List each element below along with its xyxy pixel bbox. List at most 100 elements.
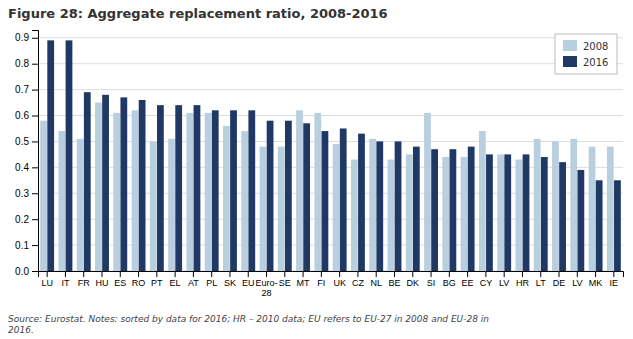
legend-swatch — [563, 40, 577, 51]
y-tick: 0.2 — [15, 214, 38, 225]
bar — [523, 154, 530, 271]
y-tick-label: 0.8 — [15, 58, 29, 69]
y-tick-label: 0.3 — [15, 188, 29, 199]
x-tick-label: HR — [516, 278, 529, 288]
plot: LUITFRHUESROPTELATPLSKEUEuro-28SEMTFIUKC… — [15, 31, 623, 299]
bar — [497, 154, 504, 271]
x-tick-label-line: LV — [572, 278, 582, 288]
bar — [369, 139, 376, 271]
y-tick: 0.0 — [15, 266, 38, 277]
y-tick-mark — [32, 271, 38, 272]
x-tick: IT — [61, 271, 70, 288]
x-tick-label: DK — [407, 278, 420, 288]
bar — [504, 154, 511, 271]
bar — [340, 128, 347, 271]
x-tick-mark — [321, 271, 322, 277]
x-tick-label: PL — [206, 278, 217, 288]
bar — [442, 157, 449, 271]
bar — [168, 139, 175, 271]
bar — [450, 149, 457, 271]
x-tick-label: EU — [242, 278, 255, 288]
x-tick-label-line: EL — [170, 278, 181, 288]
x-tick: CZ — [352, 271, 364, 288]
x-tick-label: LV — [499, 278, 509, 288]
bar — [278, 147, 285, 271]
x-tick: LV — [572, 271, 582, 288]
x-tick-mark — [266, 271, 267, 277]
y-tick-mark — [32, 167, 38, 168]
bar — [314, 113, 321, 271]
x-tick-label-line: BG — [443, 278, 456, 288]
x-tick: EU — [242, 271, 255, 288]
x-tick-label: AT — [188, 278, 199, 288]
x-tick-label-line: HR — [516, 278, 529, 288]
bar — [47, 40, 54, 271]
x-tick-label: LV — [572, 278, 582, 288]
x-tick-label-line: SI — [427, 278, 436, 288]
grid-line — [38, 63, 623, 64]
x-tick-mark — [412, 271, 413, 277]
x-tick-label-line: PL — [206, 278, 217, 288]
x-tick-label: UK — [333, 278, 346, 288]
x-tick-label-line: 28 — [262, 288, 272, 298]
x-tick-mark — [522, 271, 523, 277]
bar — [40, 121, 47, 271]
x-tick-label-line: AT — [188, 278, 199, 288]
y-tick-mark — [32, 245, 38, 246]
bar — [515, 160, 522, 271]
legend: 20082016 — [555, 34, 617, 74]
x-tick-label: EE — [462, 278, 474, 288]
bar — [212, 110, 219, 271]
x-tick-mark — [101, 271, 102, 277]
bar — [468, 147, 475, 271]
bar — [395, 141, 402, 271]
bar — [150, 141, 157, 271]
x-tick-label-line: MT — [297, 278, 310, 288]
grid — [38, 38, 623, 271]
bar — [614, 180, 621, 271]
x-tick-label: FR — [78, 278, 90, 288]
bar — [541, 157, 548, 271]
x-tick-mark — [485, 271, 486, 277]
x-tick-label: IE — [610, 278, 619, 288]
bar — [376, 141, 383, 271]
y-tick-label: 0.2 — [15, 214, 29, 225]
y-tick-mark — [32, 141, 38, 142]
x-tick-label: CZ — [352, 278, 364, 288]
x-tick: PL — [206, 271, 217, 288]
x-tick-mark — [303, 271, 304, 277]
bar — [406, 154, 413, 271]
bar — [84, 92, 91, 271]
x-tick: FR — [78, 271, 90, 288]
x-tick-label-line: DK — [407, 278, 420, 288]
x-tick-label-line: IT — [61, 278, 70, 288]
bar — [322, 131, 329, 271]
bar — [589, 147, 596, 271]
bar — [303, 123, 310, 271]
x-tick: EE — [462, 271, 474, 288]
x-tick: DK — [407, 271, 420, 288]
y-tick-mark — [32, 193, 38, 194]
bar — [552, 141, 559, 271]
x-tick-label-line: DE — [553, 278, 566, 288]
bar — [77, 139, 84, 271]
y-tick-mark — [32, 219, 38, 220]
x-tick-label: SI — [427, 278, 436, 288]
x-tick: ES — [114, 271, 126, 288]
x-tick-label: BE — [388, 278, 400, 288]
x-tick: HR — [516, 271, 529, 288]
bar — [132, 110, 139, 271]
x-tick-label-line: SK — [224, 278, 236, 288]
bar — [241, 131, 248, 271]
x-tick-label-line: Euro- — [256, 278, 278, 288]
x-tick-label-line: PT — [151, 278, 163, 288]
x-axis-line — [39, 272, 624, 278]
x-tick: NL — [370, 271, 382, 288]
x-tick-label-line: CY — [480, 278, 493, 288]
bar — [424, 113, 431, 271]
x-tick-mark — [504, 271, 505, 277]
y-tick: 0.5 — [15, 136, 38, 147]
x-tick: LU — [41, 271, 53, 288]
bar — [260, 147, 267, 271]
x-tick-label: EL — [170, 278, 181, 288]
